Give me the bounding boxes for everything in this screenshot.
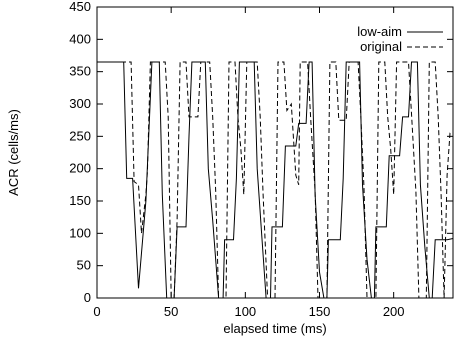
y-tick-label: 450 xyxy=(69,0,91,14)
y-tick-label: 200 xyxy=(69,161,91,176)
legend-label-original: original xyxy=(360,39,402,54)
x-axis-label: elapsed time (ms) xyxy=(223,321,326,336)
x-tick-label: 50 xyxy=(164,304,178,319)
y-tick-label: 150 xyxy=(69,193,91,208)
y-tick-label: 0 xyxy=(84,290,91,305)
plot-frame xyxy=(96,6,454,299)
y-tick-label: 250 xyxy=(69,128,91,143)
series-line-original xyxy=(97,61,453,299)
x-tick-label: 200 xyxy=(383,304,405,319)
y-tick-label: 100 xyxy=(69,225,91,240)
legend-label-low-aim: low-aim xyxy=(357,24,402,39)
series-lines xyxy=(97,61,454,299)
x-tick-label: 0 xyxy=(93,304,100,319)
y-tick-label: 50 xyxy=(77,258,91,273)
y-tick-label: 350 xyxy=(69,64,91,79)
y-axis-label: ACR (cells/ms) xyxy=(6,109,21,196)
x-tick-label: 100 xyxy=(234,304,256,319)
y-axis-ticks: 0 50 100 150 200 250 300 350 400 450 xyxy=(69,0,453,305)
x-axis-ticks: 0 50 100 150 200 xyxy=(93,7,405,319)
y-tick-label: 300 xyxy=(69,96,91,111)
y-tick-label: 400 xyxy=(69,31,91,46)
x-tick-label: 150 xyxy=(309,304,331,319)
